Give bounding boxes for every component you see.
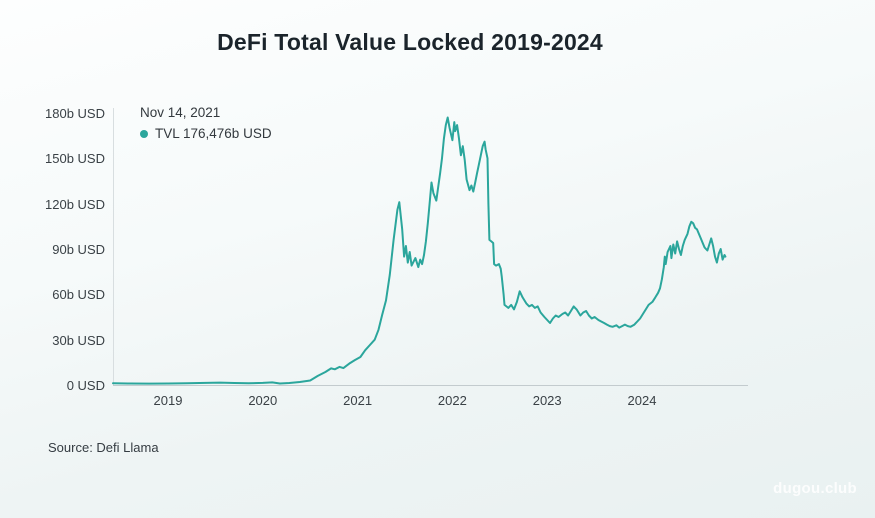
- source-note: Source: Defi Llama: [48, 440, 159, 455]
- tooltip: Nov 14, 2021 TVL 176,476b USD: [140, 105, 272, 141]
- x-tick-label: 2022: [437, 393, 467, 408]
- y-tick-label: 30b USD: [52, 332, 105, 348]
- y-axis-line: [113, 108, 114, 385]
- chart-title: DeFi Total Value Locked 2019-2024: [217, 29, 603, 55]
- x-axis-line: [113, 385, 748, 386]
- x-tick-label: 2019: [153, 393, 183, 408]
- x-tick-label: 2021: [343, 393, 373, 408]
- x-tick-label: 2024: [627, 393, 657, 408]
- series-dot-icon: [140, 129, 148, 138]
- x-tick-label: 2020: [248, 393, 278, 408]
- tvl-series-line[interactable]: [112, 116, 727, 385]
- tooltip-date: Nov 14, 2021: [140, 105, 221, 120]
- y-tick-label: 90b USD: [52, 242, 105, 257]
- y-tick-label: 180b USD: [45, 106, 105, 121]
- y-tick-label: 60b USD: [52, 287, 105, 303]
- y-tick-label: 120b USD: [45, 196, 105, 212]
- y-tick-label: 150b USD: [45, 151, 105, 167]
- y-tick-label: 0 USD: [66, 378, 105, 393]
- x-tick-label: 2023: [532, 393, 562, 408]
- tooltip-value: TVL 176,476b USD: [155, 126, 272, 141]
- watermark: dugou.club: [773, 480, 857, 497]
